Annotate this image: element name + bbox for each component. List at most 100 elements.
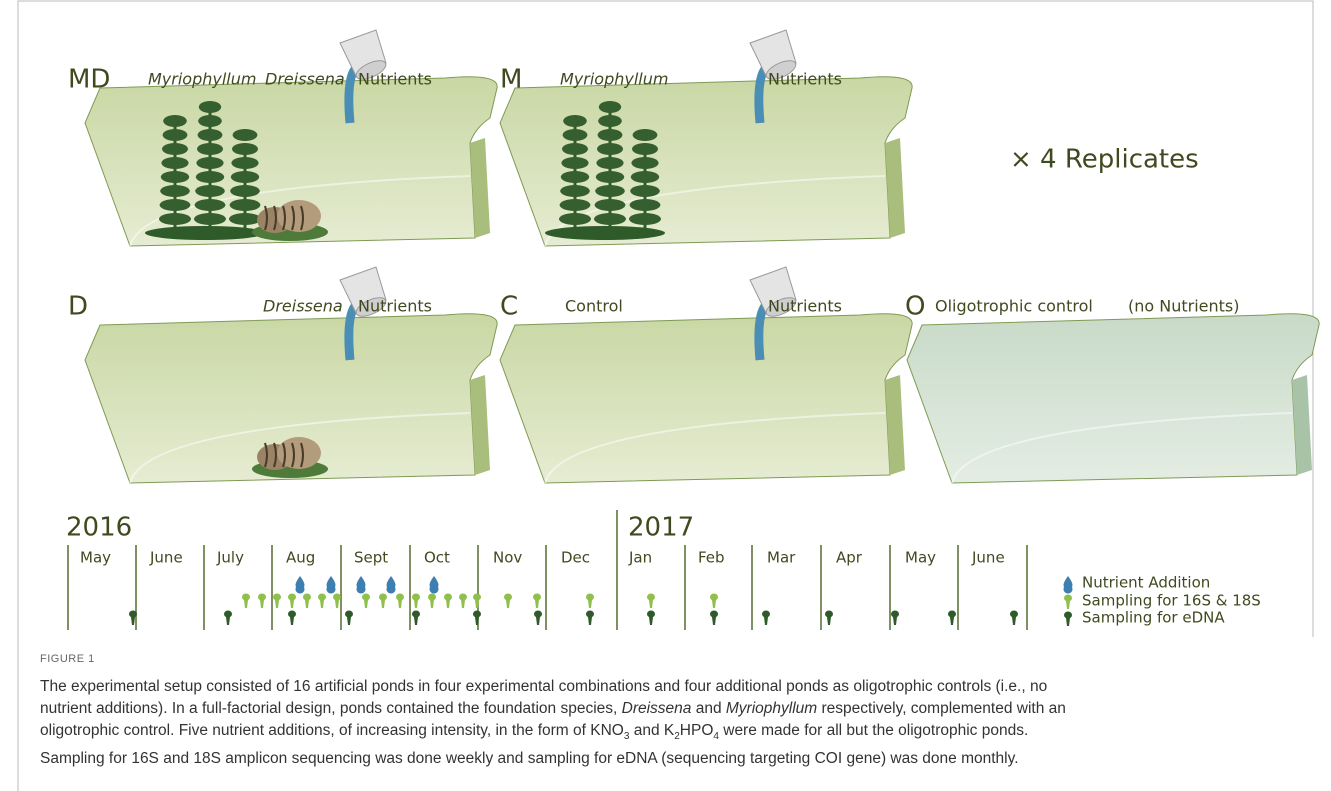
label: 2016	[66, 513, 132, 543]
leaf-whorl	[159, 213, 191, 225]
sample-cap	[586, 610, 594, 618]
pond-rim	[1292, 375, 1312, 475]
pond-rim	[885, 138, 905, 238]
leaf-whorl	[196, 157, 224, 169]
label: Nov	[493, 549, 522, 567]
sample-tube	[320, 600, 324, 608]
sample-cap	[473, 610, 481, 618]
leaf-whorl	[561, 157, 589, 169]
sample-tube	[475, 600, 479, 608]
label: Apr	[836, 549, 863, 567]
sample-tube	[506, 600, 510, 608]
label: Dreissena	[263, 297, 343, 316]
sample-cap	[1064, 594, 1072, 602]
leaf-whorl	[230, 171, 260, 183]
label: Aug	[286, 549, 315, 567]
mussel-stripe	[282, 442, 286, 468]
caption-text: Sampling for 16S and 18S amplicon sequen…	[40, 750, 1019, 768]
leaf-whorl	[231, 157, 259, 169]
leaf-whorl	[595, 171, 625, 183]
leaf-whorl	[198, 101, 222, 113]
sample-tube	[244, 600, 248, 608]
caption-text: and K	[629, 722, 675, 739]
nutrient-drop	[295, 576, 305, 594]
sample-cap	[473, 593, 481, 601]
sample-cap	[258, 593, 266, 601]
sample-cap	[288, 593, 296, 601]
leaf-whorl	[629, 199, 661, 211]
sample-tube	[827, 617, 831, 625]
sample-cap	[444, 593, 452, 601]
leaf-whorl	[630, 185, 660, 197]
caption-text: nutrient additions). In a full-factorial…	[40, 700, 622, 717]
nutrient-drop	[356, 576, 366, 594]
label: Nutrient Addition	[1082, 574, 1210, 592]
sample-tube	[893, 617, 897, 625]
mussel	[277, 437, 321, 469]
label: D	[68, 292, 88, 322]
leaf-whorl	[197, 143, 223, 155]
label: May	[80, 549, 111, 567]
caption-text: HPO	[679, 722, 714, 739]
sample-cap	[333, 593, 341, 601]
caption-text: respectively, complemented with an	[817, 700, 1066, 717]
pond-floor	[129, 412, 471, 484]
mussel-stripe	[291, 442, 295, 468]
sample-cap	[762, 610, 770, 618]
label: Oct	[424, 549, 450, 567]
label: O	[905, 292, 925, 322]
sample-cap	[825, 610, 833, 618]
plant-base	[145, 226, 265, 240]
label: Oligotrophic control	[935, 297, 1093, 316]
sample-cap	[318, 593, 326, 601]
leaf-whorl	[594, 213, 626, 225]
label: (no Nutrients)	[1128, 297, 1240, 316]
caption-line: Sampling for 16S and 18S amplicon sequen…	[40, 748, 1320, 770]
label: Sept	[354, 549, 388, 567]
pond-floor	[129, 175, 471, 247]
sample-tube	[588, 617, 592, 625]
leaf-whorl	[598, 101, 622, 113]
sample-tube	[536, 617, 540, 625]
leaf-whorl	[560, 171, 590, 183]
nutrient-drop	[386, 576, 396, 594]
label: C	[500, 292, 518, 322]
leaf-whorl	[232, 129, 258, 141]
label: Nutrients	[358, 297, 432, 316]
label: June	[149, 549, 183, 567]
sample-cap	[647, 610, 655, 618]
leaf-whorl	[563, 115, 587, 127]
sample-cap	[647, 593, 655, 601]
plant-base	[545, 226, 665, 240]
sample-tube	[364, 600, 368, 608]
sample-cap	[586, 593, 594, 601]
sample-tube	[712, 600, 716, 608]
nutrient-drop	[326, 576, 336, 594]
caption-text: 3	[623, 731, 630, 743]
caption-label: FIGURE 1	[40, 653, 95, 665]
label: Myriophyllum	[148, 70, 256, 89]
leaf-whorl	[195, 185, 225, 197]
label: Nutrients	[768, 297, 842, 316]
leaf-whorl	[562, 143, 588, 155]
leaf-whorl	[194, 213, 226, 225]
label: MD	[68, 65, 110, 95]
leaf-whorl	[630, 171, 660, 183]
leaf-whorl	[162, 129, 188, 141]
pond-floor	[951, 412, 1293, 484]
mussel-stripe	[300, 205, 304, 231]
caption-text: 2	[674, 731, 680, 743]
leaf-whorl	[230, 185, 260, 197]
sample-cap	[534, 610, 542, 618]
sample-tube	[430, 600, 434, 608]
label: June	[971, 549, 1005, 567]
sample-cap	[428, 593, 436, 601]
label: M	[500, 65, 522, 95]
leaf-whorl	[159, 199, 191, 211]
caption-text: were made for all but the oligotrophic p…	[718, 722, 1029, 739]
sample-cap	[1010, 610, 1018, 618]
sample-tube	[446, 600, 450, 608]
sample-tube	[398, 600, 402, 608]
